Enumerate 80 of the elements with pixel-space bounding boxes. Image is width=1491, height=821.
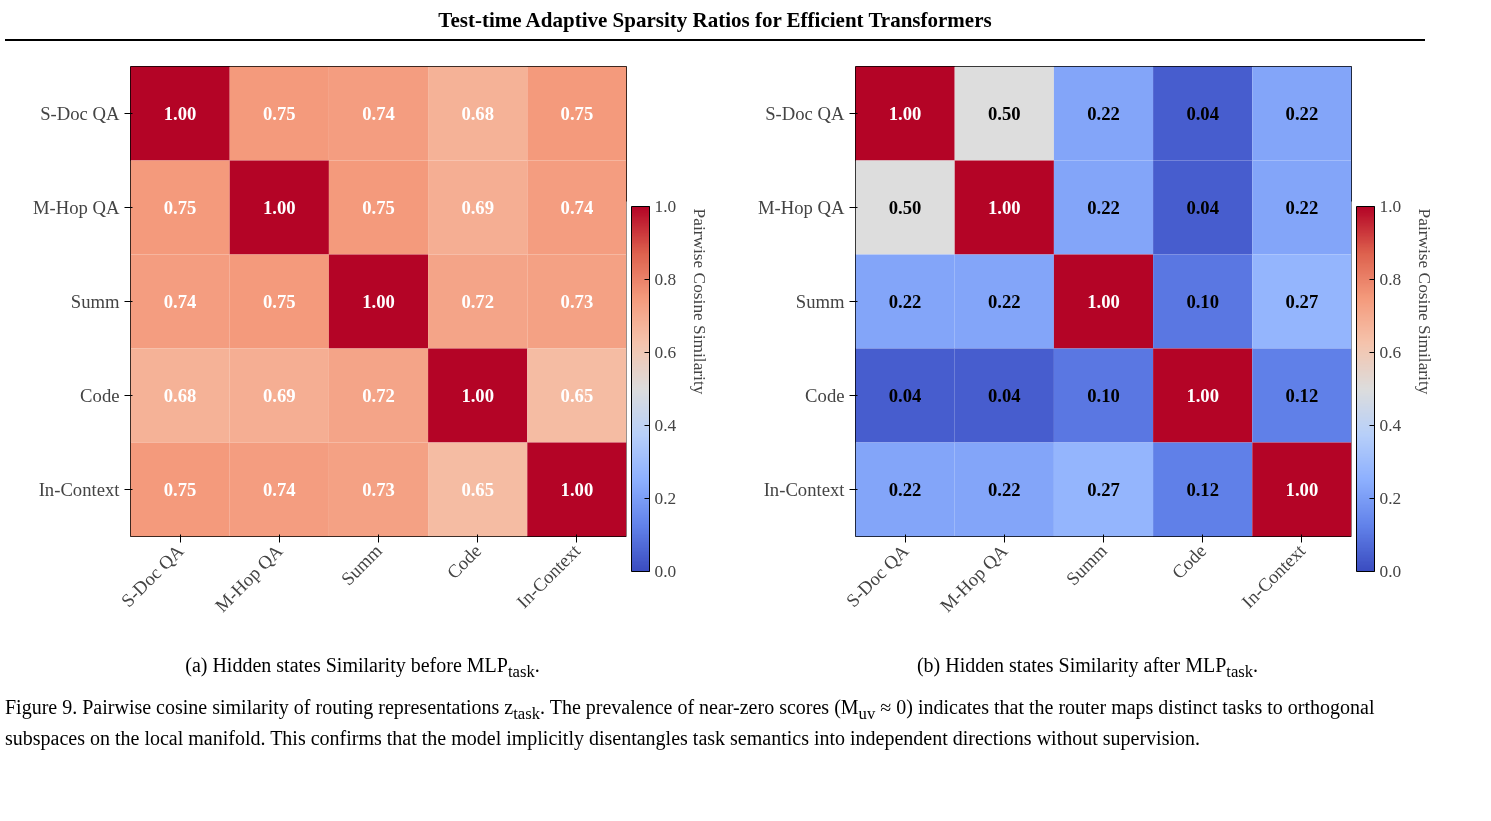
color-bar-label: 1.0 (654, 197, 677, 216)
data-label: 0.04 (1186, 103, 1220, 124)
data-label: 0.75 (163, 479, 197, 500)
y-tick-label: M-Hop QA (757, 197, 846, 218)
data-label: 0.73 (362, 479, 395, 500)
data-label: 0.74 (560, 197, 594, 218)
data-label: 0.22 (987, 479, 1021, 500)
data-label: 1.00 (362, 291, 395, 312)
data-label: 1.00 (1186, 385, 1220, 406)
y-tick-label: In-Context (763, 479, 846, 500)
color-bar-label: 0.0 (654, 562, 677, 581)
y-tick-label: S-Doc QA (765, 103, 846, 124)
data-label: 0.74 (262, 479, 296, 500)
data-label: 0.68 (163, 385, 197, 406)
data-label: 0.65 (461, 479, 495, 500)
color-bar-label: 0.2 (654, 489, 677, 508)
data-label: 0.22 (987, 291, 1021, 312)
data-label: 0.27 (1087, 479, 1120, 500)
data-label: 0.04 (987, 385, 1021, 406)
data-label: 0.22 (1087, 197, 1120, 218)
data-label: 0.50 (888, 197, 922, 218)
data-label: 0.74 (163, 291, 197, 312)
data-label: 0.22 (1285, 103, 1319, 124)
data-label: 0.75 (262, 291, 296, 312)
data-label: 0.68 (461, 103, 495, 124)
data-label: 1.00 (888, 103, 922, 124)
data-label: 1.00 (262, 197, 296, 218)
data-label: 1.00 (560, 479, 594, 500)
text: Test-time Adaptive Sparsity Ratios for Efficient Transformers (5, 5, 1425, 41)
data-label: 1.00 (987, 197, 1021, 218)
color-bar-title: Pairwise Cosine Similarity (689, 208, 709, 395)
data-label: 0.22 (1087, 103, 1120, 124)
data-label: 1.00 (1087, 291, 1120, 312)
data-label: 0.75 (560, 103, 594, 124)
color-bar-label: 1.0 (1379, 197, 1402, 216)
text: (b) Hidden states Similarity after MLP$_{task}$. (915, 653, 1260, 683)
data-label: 0.73 (560, 291, 594, 312)
color-bar-label: 0.4 (654, 416, 677, 435)
color-bar-label: 0.2 (1379, 489, 1402, 508)
x-tick-label: Code (1167, 540, 1211, 583)
data-label: 0.50 (987, 103, 1021, 124)
color-bar-label: 0.6 (654, 343, 677, 362)
color-bar-label: 0.4 (1379, 416, 1402, 435)
data-label: 0.72 (362, 385, 395, 406)
color-bar-label: 0.6 (1379, 343, 1402, 362)
data-label: 0.72 (461, 291, 495, 312)
data-label: 0.12 (1285, 385, 1319, 406)
data-label: 0.04 (888, 385, 922, 406)
y-tick-label: Summ (70, 291, 120, 312)
caption: Figure 9. Pairwise cosine similarity of routing representations z$_{task}$. The prevalence of near-zero scores (M$_{uv}$ ≈ 0) indicates that the router maps distinct tasks to orthogonal subspaces on the local manifold. This confirms that the model implicitly disentangles task semantics into independent directions without supervision. (5, 694, 1376, 752)
data-label: 0.10 (1186, 291, 1220, 312)
data-label: 0.69 (262, 385, 296, 406)
color-bar-title: Pairwise Cosine Similarity (1414, 208, 1434, 395)
data-label: 1.00 (1285, 479, 1319, 500)
data-label: 1.00 (163, 103, 197, 124)
y-tick-label: Summ (795, 291, 845, 312)
y-tick-label: Code (805, 385, 845, 406)
data-label: 0.74 (362, 103, 395, 124)
text: (a) Hidden states Similarity before MLP$_{task}$. (184, 653, 541, 683)
y-tick-label: Code (80, 385, 120, 406)
data-label: 0.04 (1186, 197, 1220, 218)
data-label: 0.69 (461, 197, 495, 218)
data-label: 0.75 (362, 197, 395, 218)
data-label: 0.75 (163, 197, 197, 218)
y-tick-label: S-Doc QA (40, 103, 121, 124)
color-bar-label: 0.0 (1379, 562, 1402, 581)
data-label: 0.22 (888, 479, 922, 500)
data-label: 1.00 (461, 385, 495, 406)
data-label: 0.12 (1186, 479, 1220, 500)
data-label: 0.22 (888, 291, 922, 312)
y-tick-label: M-Hop QA (32, 197, 121, 218)
y-tick-label: In-Context (38, 479, 121, 500)
color-bar-label: 0.8 (1379, 270, 1402, 289)
data-label: 0.75 (262, 103, 296, 124)
data-label: 0.65 (560, 385, 594, 406)
data-label: 0.27 (1285, 291, 1319, 312)
data-label: 0.22 (1285, 197, 1319, 218)
color-bar-label: 0.8 (654, 270, 677, 289)
data-label: 0.10 (1087, 385, 1120, 406)
x-tick-label: Code (442, 540, 486, 583)
